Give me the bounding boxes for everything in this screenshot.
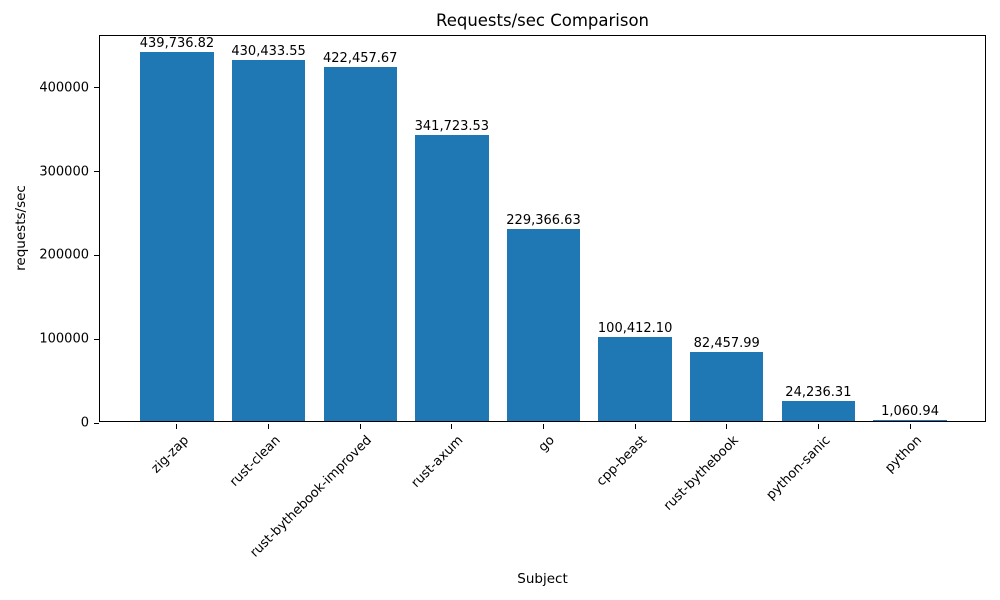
bar-python-sanic — [781, 400, 856, 421]
bar-rust-bythebook-improved — [323, 66, 397, 421]
x-tick-mark — [543, 424, 544, 429]
bar-value-label: 229,366.63 — [506, 212, 581, 228]
x-tick-label: rust-axum — [408, 433, 467, 491]
bar-cpp-beast — [598, 336, 672, 421]
bar-zig-zap — [140, 52, 214, 421]
x-tick-label: zig-zap — [148, 433, 192, 477]
x-tick-mark — [451, 424, 453, 429]
y-tick-label: 400000 — [39, 80, 89, 96]
x-tick-mark — [817, 424, 819, 429]
y-tick-label: 0 — [80, 415, 89, 431]
x-axis-label: Subject — [517, 571, 568, 587]
x-tick-label: go — [536, 433, 559, 456]
bar-value-label: 24,236.31 — [785, 384, 852, 400]
x-tick-label: python-sanic — [763, 433, 834, 503]
bar-value-label: 422,457.67 — [323, 50, 398, 66]
x-tick-label: rust-bythebook — [660, 433, 742, 514]
y-axis-label: requests/sec — [13, 185, 29, 271]
bar-go — [506, 228, 581, 421]
y-tick-label: 300000 — [39, 164, 89, 180]
bar-rust-bythebook — [690, 351, 764, 421]
bar-rust-clean — [231, 60, 306, 421]
x-tick-mark — [909, 424, 911, 429]
x-tick-mark — [634, 424, 636, 429]
bar-python — [873, 420, 947, 421]
chart-title: Requests/sec Comparison — [435, 11, 650, 30]
bar-rust-axum — [415, 134, 489, 421]
bar-value-label: 100,412.10 — [597, 320, 673, 336]
x-tick-label: rust-clean — [226, 433, 284, 490]
bar-value-label: 341,723.53 — [414, 118, 490, 134]
x-tick-label: cpp-beast — [593, 433, 650, 490]
bar-value-label: 82,457.99 — [693, 335, 760, 351]
bar-value-label: 430,433.55 — [231, 44, 306, 60]
bar-value-label: 439,736.82 — [139, 36, 215, 52]
x-tick-mark — [359, 424, 361, 429]
x-tick-mark — [726, 424, 728, 429]
x-tick-mark — [176, 424, 178, 429]
y-tick-mark — [94, 171, 99, 173]
y-tick-mark — [94, 87, 99, 89]
y-tick-mark — [94, 338, 99, 340]
x-tick-mark — [268, 424, 270, 429]
bar-value-label: 1,060.94 — [881, 404, 939, 419]
plot-area: 0 100000 200000 300000 400000 439,736.82 zig-z… — [39, 35, 986, 560]
y-tick-label: 100000 — [39, 331, 89, 347]
y-tick-mark — [94, 254, 99, 256]
y-tick-mark — [94, 422, 99, 424]
y-tick-label: 200000 — [39, 247, 89, 263]
x-tick-label: python — [881, 433, 925, 476]
